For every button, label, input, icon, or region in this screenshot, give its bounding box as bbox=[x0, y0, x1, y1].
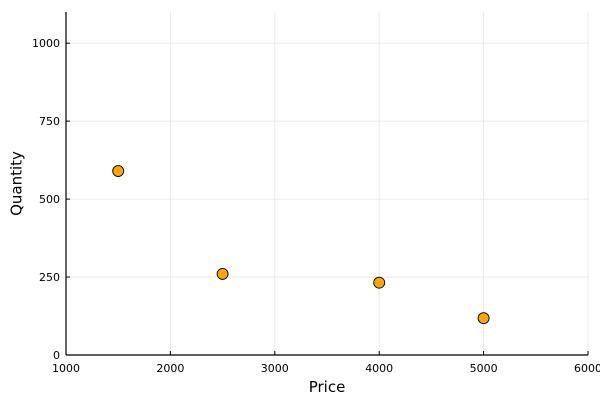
data-points bbox=[112, 165, 490, 325]
x-tick-label: 3000 bbox=[261, 362, 289, 375]
x-tick-label: 6000 bbox=[574, 362, 600, 375]
x-tick-label: 2000 bbox=[156, 362, 184, 375]
tick-marks bbox=[65, 42, 589, 356]
x-tick-label: 5000 bbox=[470, 362, 498, 375]
data-point bbox=[216, 267, 229, 280]
x-tick-labels: 1000 2000 3000 4000 5000 6000 bbox=[52, 362, 600, 375]
data-point bbox=[477, 312, 490, 325]
y-tick-label: 1000 bbox=[32, 37, 60, 50]
y-tick-label: 0 bbox=[53, 349, 60, 362]
x-tick-label: 1000 bbox=[52, 362, 80, 375]
y-axis-title: Quantity bbox=[7, 151, 25, 216]
x-tick-label: 4000 bbox=[365, 362, 393, 375]
data-point bbox=[373, 276, 386, 289]
x-axis-title: Price bbox=[309, 378, 346, 396]
y-tick-label: 250 bbox=[39, 271, 60, 284]
y-tick-label: 750 bbox=[39, 115, 60, 128]
axes bbox=[65, 12, 588, 356]
y-tick-labels: 0 250 500 750 1000 bbox=[32, 37, 60, 362]
data-point bbox=[112, 165, 125, 177]
y-tick-label: 500 bbox=[39, 193, 60, 206]
